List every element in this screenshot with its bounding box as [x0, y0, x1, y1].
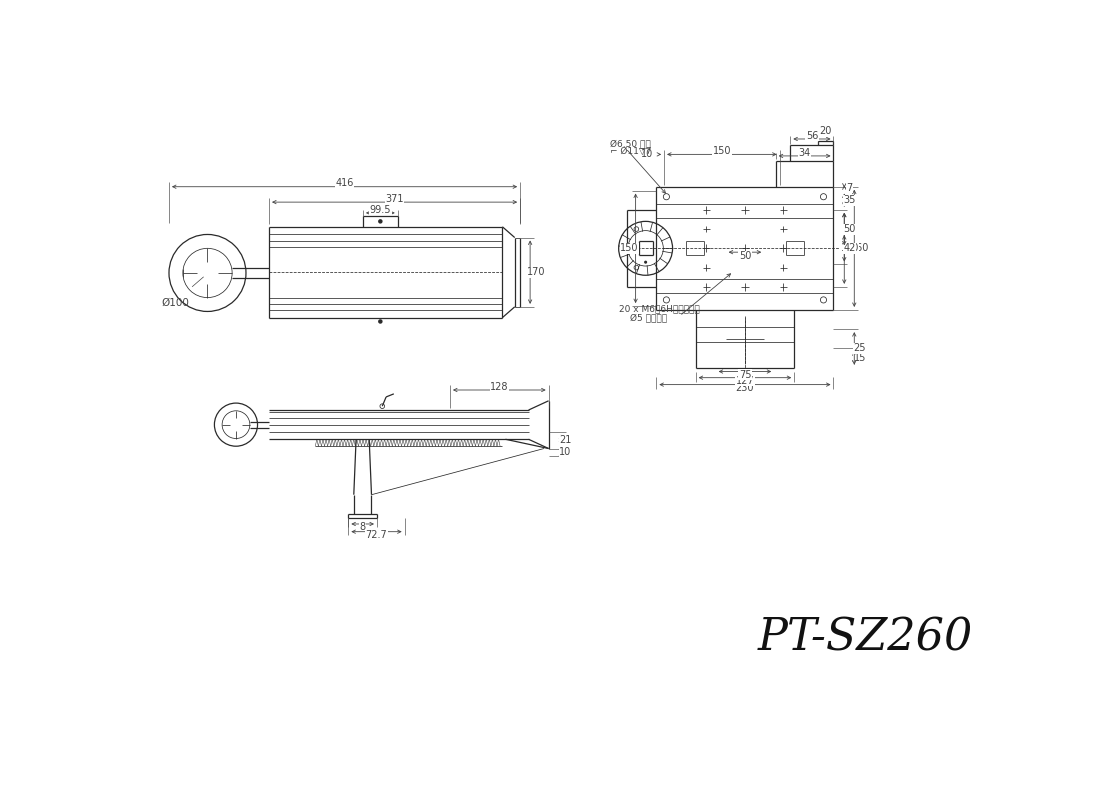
- Text: 56: 56: [805, 131, 818, 141]
- Text: 34: 34: [799, 148, 811, 158]
- Text: 20 x M6－6H－完全貫穿: 20 x M6－6H－完全貫穿: [619, 304, 701, 314]
- Text: 371: 371: [385, 194, 404, 204]
- Text: 50: 50: [739, 251, 751, 261]
- Text: 170: 170: [527, 267, 546, 277]
- Text: 230: 230: [735, 384, 754, 394]
- Text: 8: 8: [360, 522, 365, 532]
- Text: 99.5: 99.5: [370, 205, 391, 215]
- Text: Ø6.50 貫穿: Ø6.50 貫穿: [610, 139, 651, 148]
- Text: Ø5 完全貫穿: Ø5 完全貫穿: [631, 314, 667, 323]
- Text: 416: 416: [335, 178, 354, 188]
- Text: 21: 21: [559, 435, 571, 445]
- Text: 150: 150: [620, 244, 638, 253]
- Text: ⌐ Ø11▽7: ⌐ Ø11▽7: [610, 147, 652, 156]
- Text: 25: 25: [853, 343, 866, 354]
- Text: 10: 10: [641, 149, 653, 160]
- Text: 20: 20: [820, 127, 832, 136]
- Circle shape: [379, 220, 382, 223]
- Text: 72.7: 72.7: [365, 530, 388, 540]
- Circle shape: [644, 261, 647, 264]
- Text: 160: 160: [851, 244, 870, 253]
- Text: 35: 35: [843, 195, 856, 205]
- Text: 100: 100: [840, 244, 859, 253]
- Text: 75: 75: [739, 369, 751, 380]
- Text: Ø100: Ø100: [162, 298, 189, 307]
- Text: 50: 50: [843, 224, 856, 234]
- Text: 42: 42: [843, 244, 856, 253]
- Text: 15: 15: [853, 353, 866, 363]
- Text: PT-SZ260: PT-SZ260: [759, 616, 974, 659]
- Text: 150: 150: [713, 146, 731, 156]
- Text: 7: 7: [847, 183, 853, 193]
- Text: 10: 10: [559, 447, 571, 457]
- Circle shape: [379, 320, 382, 323]
- Text: 128: 128: [490, 382, 509, 392]
- Text: 127: 127: [735, 376, 754, 386]
